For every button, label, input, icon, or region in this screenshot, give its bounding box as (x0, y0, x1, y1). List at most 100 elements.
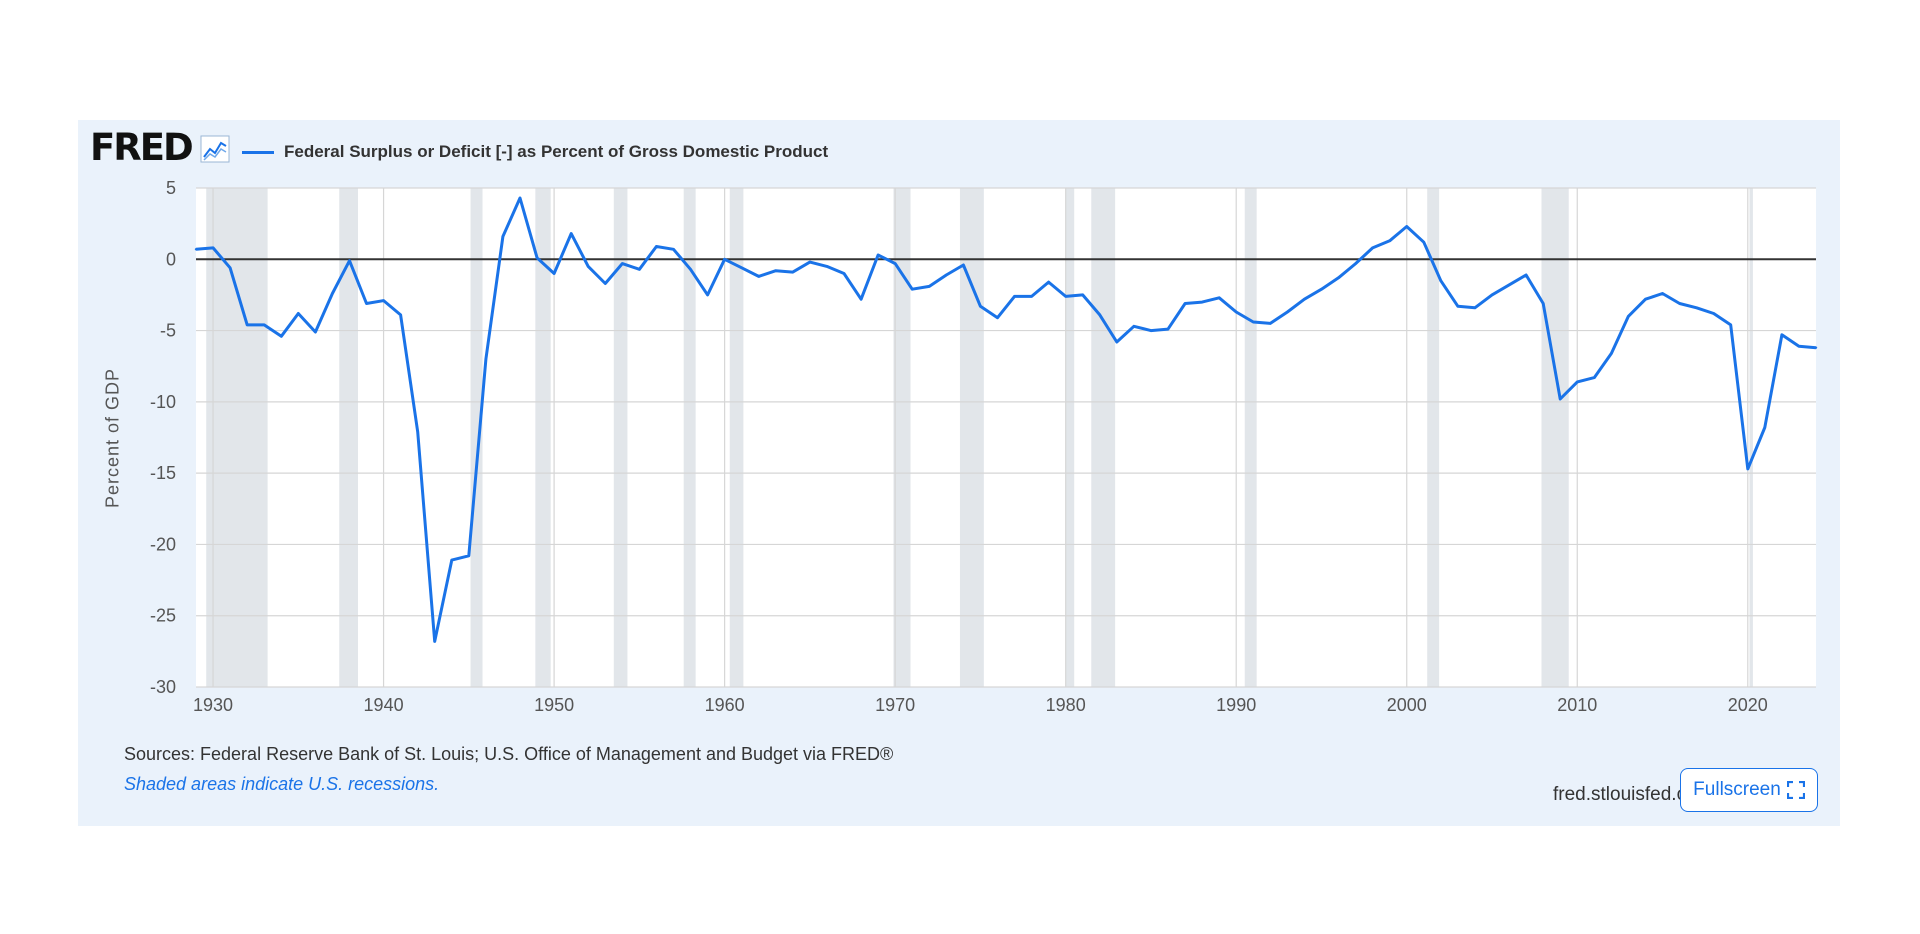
expand-icon (1786, 781, 1805, 799)
data-point (1644, 298, 1647, 301)
data-point (211, 246, 215, 250)
data-point (740, 266, 743, 270)
legend-label: Federal Surplus or Deficit [-] as Percen… (284, 142, 829, 161)
recession-band (339, 188, 358, 687)
data-point (1780, 333, 1784, 337)
data-point (450, 558, 453, 562)
data-point (1422, 240, 1425, 244)
data-point (399, 313, 402, 317)
data-point (1627, 315, 1630, 318)
data-point (1320, 288, 1323, 291)
data-point (194, 248, 198, 251)
x-tick-label: 2000 (1387, 695, 1427, 715)
data-point (1746, 467, 1749, 471)
data-point (928, 285, 931, 288)
data-point (1797, 345, 1801, 348)
x-tick-label: 1940 (364, 695, 404, 715)
data-point (467, 554, 471, 558)
data-point (297, 312, 300, 315)
series-line (195, 196, 1817, 643)
fred-logo[interactable]: FRED (90, 126, 194, 169)
data-point (348, 259, 351, 262)
data-point (621, 262, 624, 265)
data-point (706, 293, 709, 297)
data-point (1593, 376, 1596, 379)
data-point (433, 640, 436, 643)
recession-band (613, 188, 628, 687)
x-tick-label: 1960 (705, 695, 745, 715)
data-point (774, 269, 777, 272)
data-point (501, 235, 505, 238)
data-point (859, 298, 863, 301)
sources-text: Sources: Federal Reserve Bank of St. Lou… (124, 744, 894, 764)
y-tick-label: 5 (166, 178, 176, 198)
data-point (1763, 426, 1767, 429)
data-point (569, 232, 573, 235)
data-point (689, 268, 692, 271)
recession-band (470, 188, 483, 687)
x-tick-label: 1980 (1046, 695, 1086, 715)
data-point (518, 196, 522, 200)
x-tick-label: 1950 (534, 695, 574, 715)
data-point (979, 305, 982, 308)
data-point (723, 258, 726, 261)
data-point (945, 273, 948, 277)
fullscreen-label: Fullscreen (1693, 779, 1781, 800)
data-point (996, 316, 999, 319)
recession-band (1065, 188, 1075, 687)
data-point (1303, 298, 1306, 301)
data-point (1030, 295, 1033, 298)
data-point (604, 282, 607, 285)
data-point (1712, 312, 1715, 315)
recession-band (729, 188, 744, 687)
data-point (1183, 302, 1187, 305)
data-point (1166, 327, 1170, 331)
data-point (757, 275, 760, 278)
data-point (1098, 313, 1101, 317)
data-point (1559, 397, 1562, 401)
x-tick-label: 1930 (193, 695, 233, 715)
data-point (1115, 340, 1119, 344)
chart-line-icon (200, 135, 230, 163)
x-tick-label: 2020 (1728, 695, 1768, 715)
data-point (1678, 302, 1681, 305)
data-point (1456, 305, 1460, 308)
data-point (1371, 246, 1374, 250)
data-point (893, 262, 897, 265)
fullscreen-button[interactable]: Fullscreen (1680, 768, 1818, 812)
y-tick-label: -10 (150, 392, 176, 412)
recession-band (1244, 188, 1257, 687)
data-point (1013, 295, 1016, 298)
x-tick-label: 1970 (875, 695, 915, 715)
y-tick-label: -15 (150, 463, 176, 483)
y-tick-label: -5 (160, 321, 176, 341)
data-point (587, 265, 590, 268)
plot-area (196, 188, 1816, 687)
data-point (1354, 262, 1357, 265)
y-tick-label: -20 (150, 534, 176, 554)
recession-band (683, 188, 696, 687)
data-point (1439, 279, 1443, 282)
recession-band (535, 188, 551, 687)
data-point (1286, 310, 1289, 314)
data-point (1695, 306, 1698, 309)
x-tick-label: 2010 (1557, 695, 1597, 715)
y-tick-label: -30 (150, 677, 176, 697)
data-point (1661, 292, 1664, 295)
data-point (416, 430, 419, 433)
site-url: fred.stlouisfed.org (1553, 784, 1705, 805)
data-point (1490, 293, 1494, 297)
data-point (1252, 320, 1255, 324)
data-point (1047, 280, 1050, 284)
y-tick-label: 0 (166, 249, 176, 269)
data-point (1541, 302, 1545, 305)
data-point (911, 288, 914, 291)
data-point (638, 268, 641, 271)
data-point (1132, 325, 1136, 328)
data-point (1217, 296, 1221, 299)
x-tick-label: 1990 (1216, 695, 1256, 715)
data-point (1388, 239, 1391, 242)
y-tick-label: -25 (150, 606, 176, 626)
recession-band (959, 188, 984, 687)
data-point (535, 256, 539, 260)
